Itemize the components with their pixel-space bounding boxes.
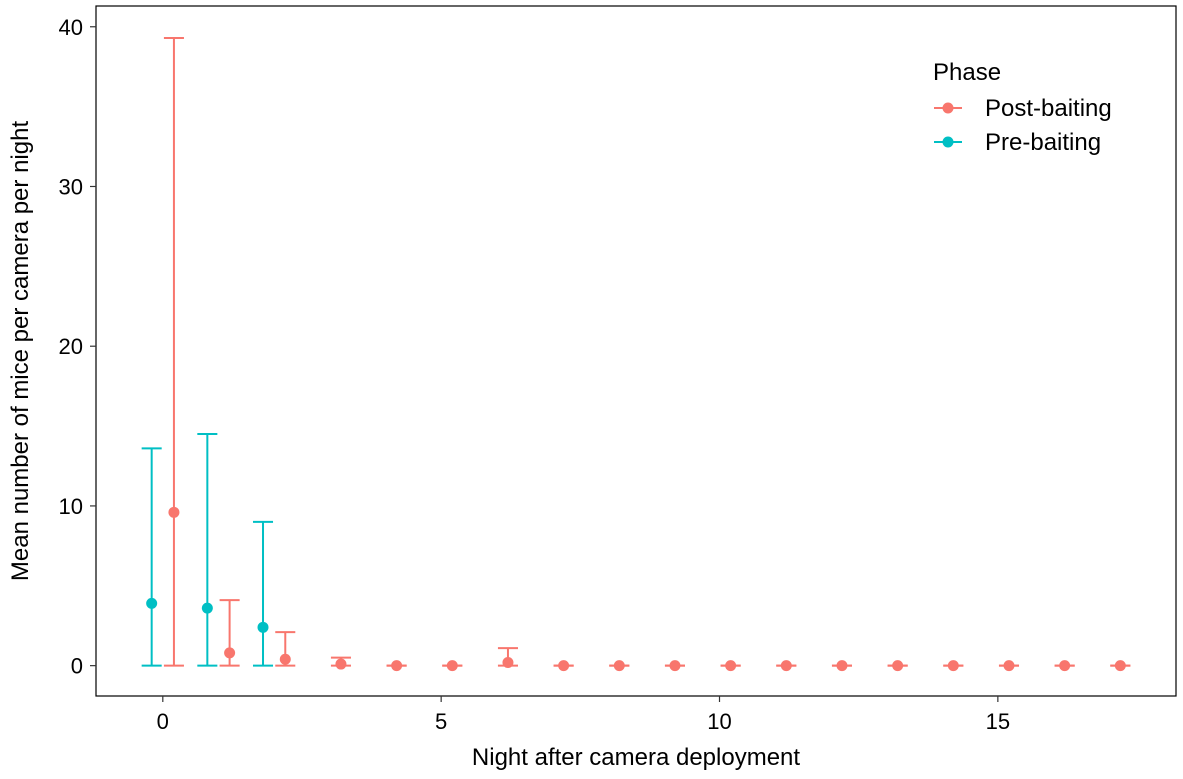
data-point xyxy=(224,647,236,659)
y-axis: 0 10 20 30 40 xyxy=(59,15,96,679)
x-tick-label: 0 xyxy=(157,709,169,734)
y-tick-label: 10 xyxy=(59,494,83,519)
data-point xyxy=(892,660,904,672)
x-tick-label: 5 xyxy=(435,709,447,734)
legend-key-point xyxy=(942,102,954,114)
x-tick-label: 15 xyxy=(986,709,1010,734)
legend-title: Phase xyxy=(933,59,1001,86)
y-axis-title: Mean number of mice per camera per night xyxy=(7,121,34,582)
plot-panel-border xyxy=(95,5,1177,697)
legend-key-point xyxy=(942,136,954,148)
data-point xyxy=(168,506,180,518)
data-point xyxy=(947,660,959,672)
data-point xyxy=(613,660,625,672)
data-point xyxy=(725,660,737,672)
data-point xyxy=(1114,660,1126,672)
data-point xyxy=(391,660,403,672)
data-point xyxy=(558,660,570,672)
y-tick-label: 20 xyxy=(59,334,83,359)
x-axis: 0 5 10 15 xyxy=(157,696,1010,734)
x-tick-label: 10 xyxy=(707,709,731,734)
data-point xyxy=(279,653,291,665)
data-point xyxy=(446,660,458,672)
data-point xyxy=(1003,660,1015,672)
data-point xyxy=(669,660,681,672)
data-point xyxy=(502,656,514,668)
legend-label: Post-baiting xyxy=(985,95,1112,122)
legend-label: Pre-baiting xyxy=(985,129,1101,156)
data-point xyxy=(201,602,213,614)
y-tick-label: 30 xyxy=(59,174,83,199)
data-point xyxy=(257,621,269,633)
data-point xyxy=(836,660,848,672)
data-point xyxy=(1059,660,1071,672)
data-point xyxy=(335,658,347,670)
legend: Phase Post-baiting Pre-baiting xyxy=(933,59,1112,156)
y-tick-label: 40 xyxy=(59,15,83,40)
data-point xyxy=(146,597,158,609)
data-point xyxy=(780,660,792,672)
y-tick-label: 0 xyxy=(71,654,83,679)
x-axis-title: Night after camera deployment xyxy=(472,744,800,771)
data-marks xyxy=(141,36,1131,672)
